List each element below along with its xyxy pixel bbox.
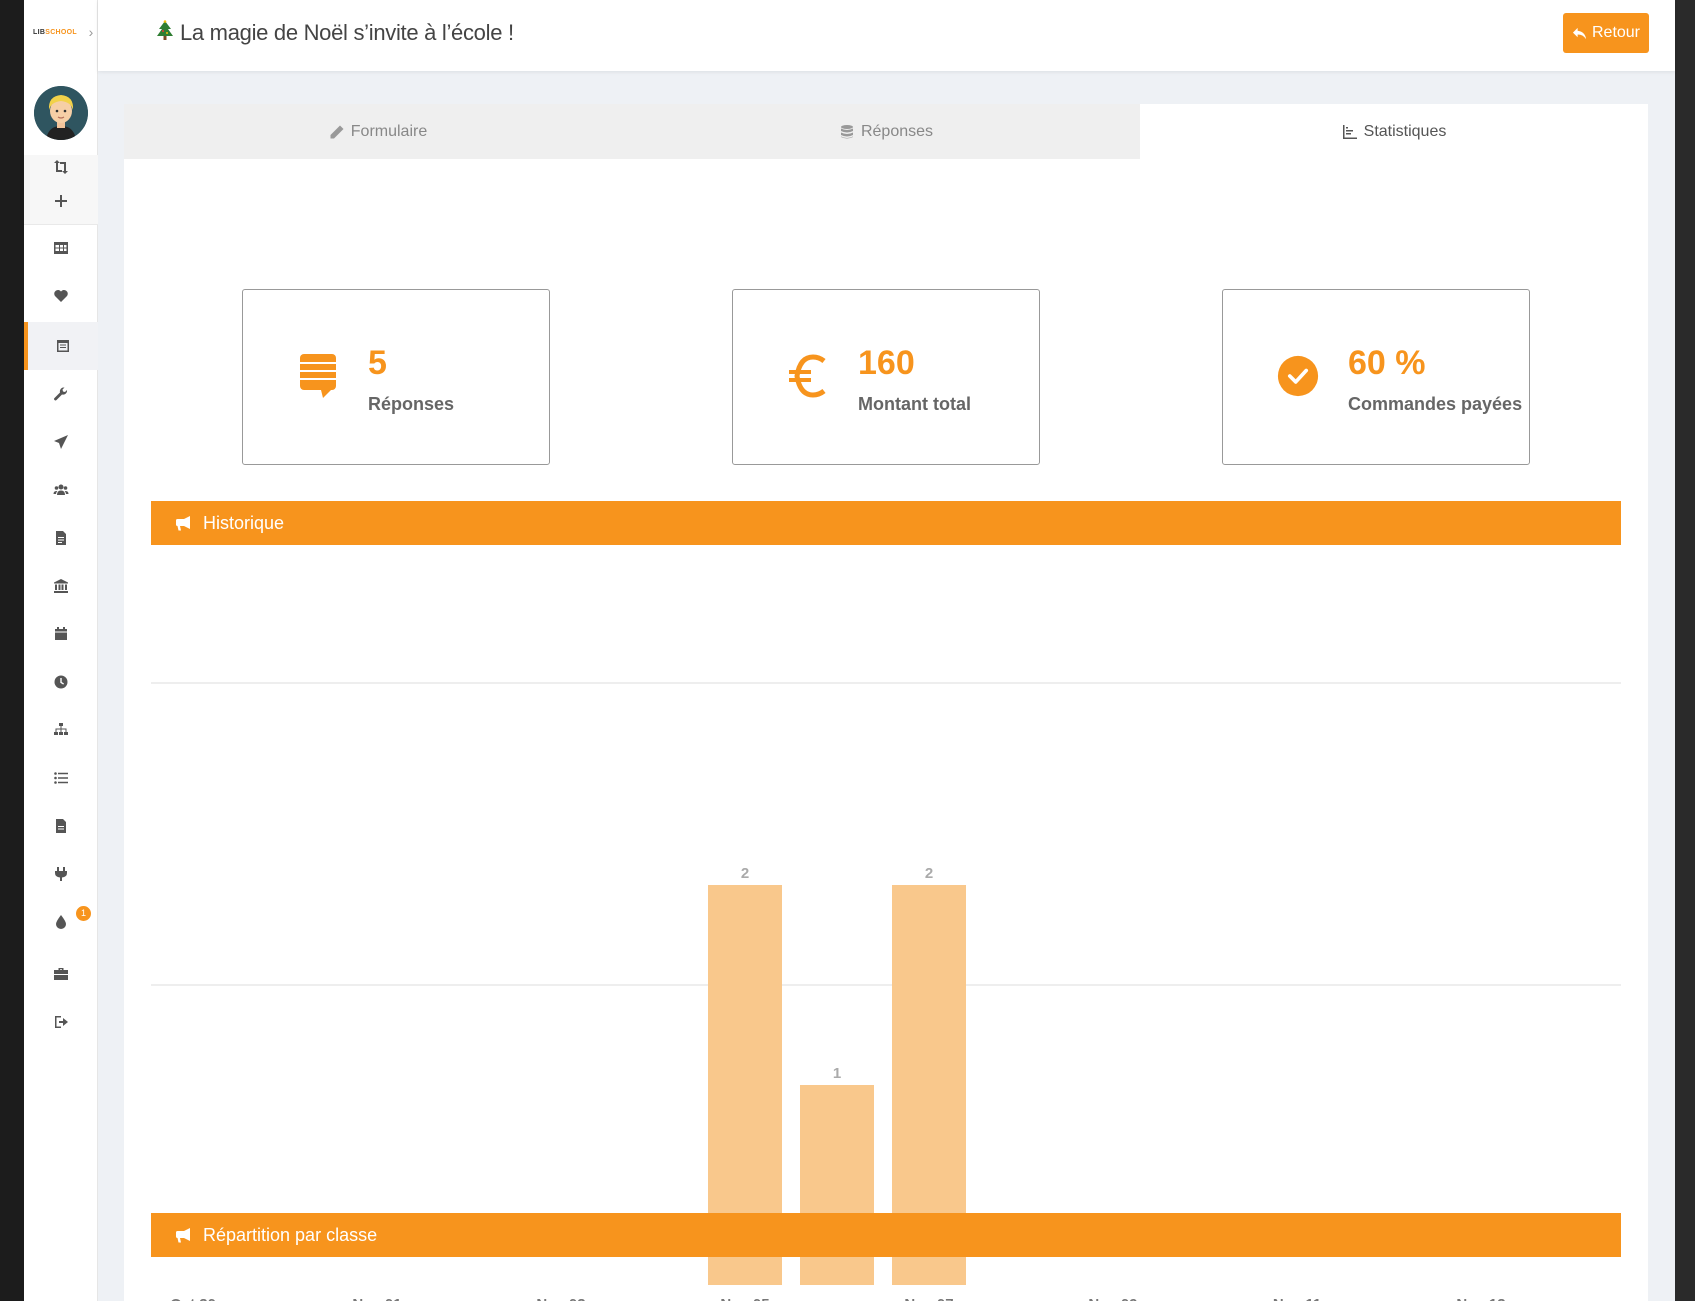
users-icon[interactable] <box>24 468 98 512</box>
plug-icon[interactable] <box>24 852 98 896</box>
stat-label: Réponses <box>368 394 455 414</box>
back-button[interactable]: Retour <box>1563 13 1649 53</box>
bullhorn-icon <box>176 516 190 531</box>
x-tick-label: Nov 11 <box>1273 1296 1321 1301</box>
database-icon <box>840 124 853 138</box>
stat-value: 60 % <box>1348 344 1426 382</box>
pencil-icon <box>330 125 344 138</box>
section-title: Répartition par classe <box>203 1224 378 1245</box>
drop-icon[interactable] <box>24 900 98 944</box>
avatar[interactable] <box>34 86 88 140</box>
briefcase-icon[interactable] <box>24 952 98 996</box>
chart-icon <box>1342 124 1357 139</box>
stat-card-responses: 5 Réponses <box>242 289 550 465</box>
stat-label: Commandes payées <box>1348 394 1523 414</box>
tab-label: Réponses <box>860 122 934 140</box>
bank-icon[interactable] <box>24 564 98 608</box>
notification-badge: 1 <box>76 906 91 921</box>
table-icon[interactable] <box>24 226 98 270</box>
x-tick-label: Nov 01 <box>352 1296 401 1301</box>
tab-statistiques[interactable]: Statistiques <box>1140 104 1648 159</box>
calendar-list-icon[interactable] <box>24 322 98 370</box>
main-panel: Formulaire Réponses Statistiques 5 Répon… <box>124 104 1648 1301</box>
heart-icon[interactable] <box>24 274 98 318</box>
file-text-icon[interactable] <box>24 804 98 848</box>
sidebar-toggle-chevron-icon[interactable]: › <box>88 24 94 40</box>
section-header-history[interactable]: Historique <box>151 501 1621 545</box>
stat-label: Montant total <box>858 394 971 414</box>
wrench-icon[interactable] <box>24 372 98 416</box>
bar-data-label: 2 <box>741 865 749 882</box>
document-icon[interactable] <box>24 516 98 560</box>
bar-data-label: 2 <box>925 865 933 882</box>
reply-icon <box>1572 27 1587 39</box>
check-circle-icon <box>1277 352 1319 400</box>
stat-card-paid-orders: 60 % Commandes payées <box>1222 289 1530 465</box>
sidebar: LIBSCHOOL › <box>24 0 98 1301</box>
app-logo[interactable]: LIBSCHOOL <box>33 28 77 36</box>
page-title: La magie de Noël s’invite à l’école ! <box>156 20 514 46</box>
section-title: Historique <box>203 512 285 533</box>
history-chart: 2 1 2 Oct 30 Nov 01 Nov 03 Nov 05 Nov 07 Nov 09 N… <box>151 579 1621 1301</box>
christmas-tree-icon <box>157 20 173 40</box>
x-tick-label: Nov 09 <box>1088 1296 1137 1301</box>
paper-plane-icon[interactable] <box>24 420 98 464</box>
plus-icon[interactable] <box>24 184 98 218</box>
clock-icon[interactable] <box>24 660 98 704</box>
bar-data-label: 1 <box>833 1065 841 1082</box>
tab-label: Formulaire <box>350 122 428 140</box>
x-tick-label: Nov 03 <box>536 1296 585 1301</box>
bullhorn-icon <box>176 1228 190 1243</box>
sitemap-icon[interactable] <box>24 708 98 752</box>
euro-icon <box>787 352 829 400</box>
x-tick-label: Oct 30 <box>170 1296 216 1301</box>
tab-reponses[interactable]: Réponses <box>632 104 1140 159</box>
comment-icon <box>297 352 339 400</box>
section-header-class-breakdown[interactable]: Répartition par classe <box>151 1213 1621 1257</box>
calendar-icon[interactable] <box>24 612 98 656</box>
tab-label: Statistiques <box>1363 122 1447 140</box>
page-header: La magie de Noël s’invite à l’école ! Re… <box>98 0 1675 71</box>
tab-formulaire[interactable]: Formulaire <box>124 104 632 159</box>
tab-bar: Formulaire Réponses Statistiques <box>124 104 1648 159</box>
switch-icon[interactable] <box>24 150 98 184</box>
x-tick-label: Nov 13 <box>1456 1296 1505 1301</box>
stat-card-total-amount: 160 Montant total <box>732 289 1040 465</box>
window-frame-right <box>1675 0 1695 1301</box>
x-tick-label: Nov 07 <box>904 1296 953 1301</box>
logout-icon[interactable] <box>24 1000 98 1044</box>
history-bar-chart: 2 1 2 Oct 30 Nov 01 Nov 03 Nov 05 Nov 07 Nov 09 N… <box>151 682 1621 1301</box>
back-button-label: Retour <box>1591 24 1641 41</box>
stat-value: 160 <box>858 344 915 382</box>
stat-value: 5 <box>368 344 387 382</box>
x-tick-label: Nov 05 <box>720 1296 769 1301</box>
window-frame-left <box>0 0 24 1301</box>
sidebar-quick-actions <box>24 155 98 225</box>
list-icon[interactable] <box>24 756 98 800</box>
